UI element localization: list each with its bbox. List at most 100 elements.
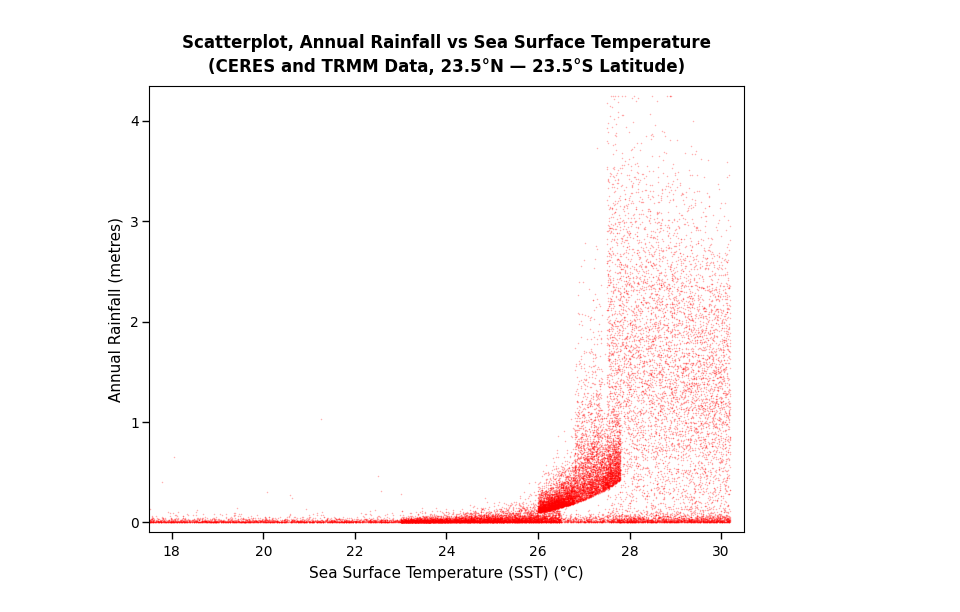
Point <box>645 455 660 465</box>
Point <box>600 269 615 279</box>
Point <box>540 505 556 515</box>
Point <box>567 494 583 504</box>
Point <box>593 393 609 403</box>
Point <box>591 474 607 483</box>
Point <box>708 511 724 521</box>
Point <box>623 517 638 526</box>
Point <box>674 237 689 247</box>
Point <box>647 461 662 471</box>
Point <box>547 508 563 518</box>
Point <box>602 470 617 480</box>
Point <box>589 476 605 485</box>
Point <box>699 442 714 452</box>
Point <box>602 102 617 111</box>
Point <box>532 506 547 516</box>
Point <box>610 470 625 480</box>
Point <box>684 302 700 312</box>
Point <box>231 517 247 526</box>
Point <box>630 419 645 429</box>
Point <box>715 504 731 513</box>
Point <box>624 416 639 425</box>
Point <box>536 505 551 515</box>
Point <box>409 516 424 526</box>
Point <box>622 372 637 382</box>
Point <box>510 515 525 525</box>
Point <box>673 514 688 524</box>
Point <box>630 517 645 527</box>
Point <box>538 491 553 501</box>
Point <box>538 498 553 507</box>
Point <box>210 517 226 526</box>
Point <box>675 351 690 361</box>
Point <box>533 506 548 516</box>
Point <box>184 517 200 527</box>
Point <box>531 514 546 524</box>
Point <box>542 512 558 522</box>
Point <box>648 516 663 526</box>
Point <box>684 327 700 337</box>
Point <box>718 517 733 526</box>
Point <box>666 485 682 495</box>
Point <box>718 392 733 401</box>
Point <box>692 270 708 280</box>
Point <box>569 490 585 500</box>
Point <box>646 348 661 357</box>
Point <box>394 516 409 526</box>
Point <box>538 504 553 514</box>
Point <box>406 517 421 527</box>
Point <box>398 513 414 523</box>
Point <box>721 437 736 447</box>
Point <box>608 307 623 316</box>
Point <box>602 460 617 470</box>
Point <box>543 496 559 506</box>
Point <box>421 512 437 522</box>
Point <box>636 430 651 439</box>
Point <box>478 517 493 527</box>
Point <box>708 429 724 439</box>
Point <box>468 510 483 520</box>
Point <box>549 479 564 488</box>
Point <box>645 293 660 303</box>
Point <box>614 512 630 522</box>
Point <box>439 517 454 526</box>
Point <box>657 515 672 525</box>
Point <box>712 510 728 520</box>
Point <box>631 363 646 373</box>
Point <box>575 495 590 505</box>
Point <box>574 465 589 475</box>
Point <box>637 515 653 525</box>
Point <box>684 379 699 389</box>
Point <box>571 440 587 450</box>
Point <box>528 513 543 523</box>
Point <box>696 305 711 315</box>
Point <box>492 517 508 527</box>
Point <box>521 517 537 527</box>
Point <box>612 452 627 461</box>
Point <box>468 517 483 527</box>
Point <box>235 517 251 526</box>
Point <box>401 517 417 526</box>
Point <box>421 515 437 524</box>
Point <box>392 517 407 526</box>
Point <box>482 509 497 519</box>
Point <box>592 468 608 477</box>
Point <box>433 517 448 527</box>
Point <box>439 504 454 514</box>
Point <box>451 517 467 526</box>
Point <box>262 517 277 527</box>
Point <box>525 517 540 527</box>
Point <box>612 461 627 471</box>
Point <box>444 517 459 527</box>
Point <box>709 304 725 314</box>
Point <box>503 516 518 526</box>
Point <box>699 517 714 526</box>
Point <box>164 517 180 527</box>
Point <box>592 476 608 485</box>
Point <box>582 457 597 467</box>
Point <box>262 517 277 526</box>
Point <box>513 517 528 527</box>
Point <box>200 517 215 527</box>
Point <box>444 517 460 526</box>
Point <box>572 425 588 435</box>
Point <box>567 466 583 476</box>
